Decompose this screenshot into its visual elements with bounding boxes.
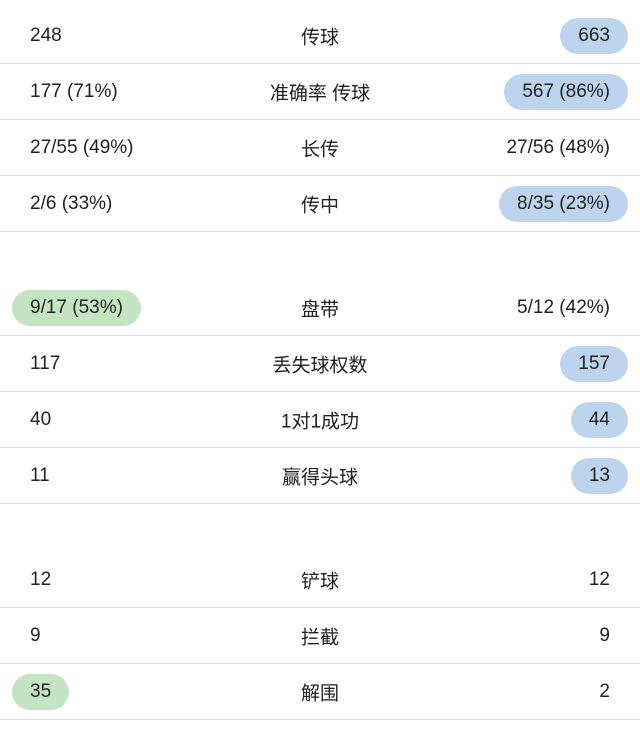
home-value: 117 <box>30 352 61 374</box>
stat-row: 40 1对1成功 44 <box>0 392 640 448</box>
stat-label: 丢失球权数 <box>272 355 368 376</box>
home-value: 177 (71%) <box>30 80 118 102</box>
stat-label: 解围 <box>300 683 339 704</box>
stats-section: 9/17 (53%) 盘带 5/12 (42%) 117 丢失球权数 157 40 1对1成功… <box>0 280 640 504</box>
away-value-highlighted: 567 (86%) <box>504 73 628 110</box>
away-value-highlighted: 13 <box>570 457 628 494</box>
stat-label: 赢得头球 <box>281 467 358 488</box>
stat-label: 盘带 <box>300 299 339 320</box>
stat-row: 9 拦截 9 <box>0 608 640 664</box>
away-value-highlighted: 157 <box>560 345 628 382</box>
home-value-highlighted: 9/17 (53%) <box>12 289 141 326</box>
stat-row: 11 赢得头球 13 <box>0 448 640 504</box>
home-value: 12 <box>30 568 52 590</box>
stat-row: 9/17 (53%) 盘带 5/12 (42%) <box>0 280 640 336</box>
stat-label: 准确率 传球 <box>269 83 371 104</box>
away-value: 2 <box>599 680 610 702</box>
away-value-highlighted: 663 <box>560 17 628 54</box>
stat-row: 177 (71%) 准确率 传球 567 (86%) <box>0 64 640 120</box>
home-value: 2/6 (33%) <box>30 192 113 214</box>
stat-label: 长传 <box>300 139 339 160</box>
stat-label: 铲球 <box>300 571 339 592</box>
stat-row: 248 传球 663 <box>0 8 640 64</box>
stat-row: 35 解围 2 <box>0 664 640 720</box>
away-value: 12 <box>588 568 610 590</box>
stats-table: 248 传球 663 177 (71%) 准确率 传球 567 (86%) 27/55 (4… <box>0 8 640 720</box>
stat-label: 传中 <box>300 195 339 216</box>
stat-row: 117 丢失球权数 157 <box>0 336 640 392</box>
home-value: 9 <box>30 624 41 646</box>
home-value: 40 <box>30 408 52 430</box>
stats-section: 12 铲球 12 9 拦截 9 35 解围 2 <box>0 552 640 720</box>
away-value: 27/56 (48%) <box>506 136 610 158</box>
stat-row: 2/6 (33%) 传中 8/35 (23%) <box>0 176 640 232</box>
home-value: 27/55 (49%) <box>30 136 134 158</box>
stat-label: 拦截 <box>300 627 339 648</box>
away-value: 5/12 (42%) <box>517 296 610 318</box>
away-value-highlighted: 44 <box>570 401 628 438</box>
home-value: 248 <box>30 24 62 46</box>
stats-section: 248 传球 663 177 (71%) 准确率 传球 567 (86%) 27/55 (4… <box>0 8 640 232</box>
stat-row: 27/55 (49%) 长传 27/56 (48%) <box>0 120 640 176</box>
stat-label: 1对1成功 <box>280 411 360 432</box>
home-value-highlighted: 35 <box>12 673 70 710</box>
home-value: 11 <box>30 464 50 486</box>
away-value-highlighted: 8/35 (23%) <box>499 185 628 222</box>
stat-row: 12 铲球 12 <box>0 552 640 608</box>
stat-label: 传球 <box>300 27 339 48</box>
away-value: 9 <box>599 624 610 646</box>
